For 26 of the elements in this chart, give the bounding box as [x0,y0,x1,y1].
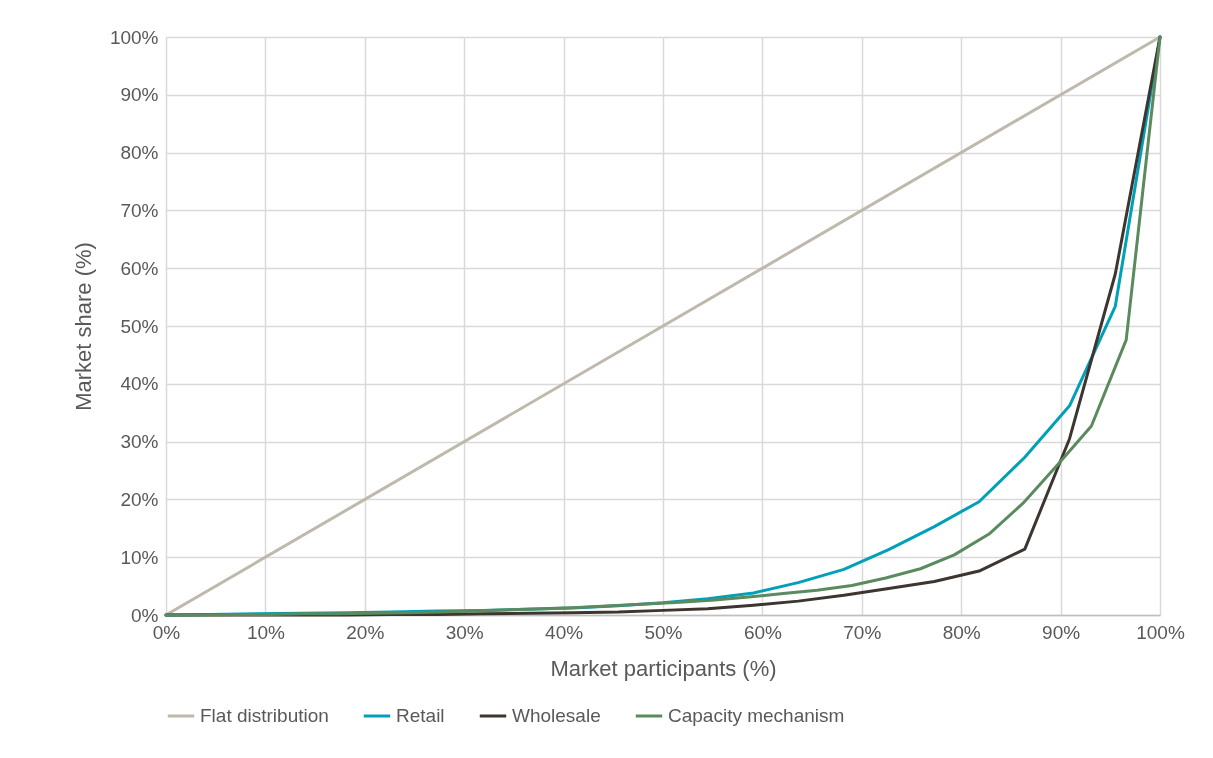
x-tick-label: 90% [1042,621,1081,643]
x-tick-label: 20% [346,621,385,643]
y-axis-title: Market share (%) [70,242,96,411]
y-tick-label: 80% [120,142,159,164]
y-tick-label: 50% [120,315,159,337]
x-axis-title: Market participants (%) [550,655,777,681]
x-tick-label: 80% [942,621,981,643]
y-tick-label: 30% [120,431,159,453]
y-tick-label: 20% [120,488,159,510]
legend-label: Capacity mechanism [668,705,845,726]
legend-label: Flat distribution [200,705,329,726]
y-tick-label: 90% [120,84,159,106]
y-tick-label: 60% [120,257,159,279]
x-tick-label: 50% [644,621,683,643]
x-tick-label: 30% [445,621,484,643]
x-tick-label: 40% [545,621,584,643]
x-tick-label: 100% [1136,621,1185,643]
x-tick-label: 60% [743,621,783,643]
y-tick-label: 10% [120,546,159,568]
legend-label: Wholesale [512,705,601,726]
legend-label: Retail [396,705,445,726]
y-tick-label: 100% [109,26,159,48]
x-tick-label: 70% [843,621,882,643]
x-tick-label: 10% [246,621,286,643]
y-tick-label: 70% [120,199,159,221]
y-tick-label: 40% [120,373,159,395]
